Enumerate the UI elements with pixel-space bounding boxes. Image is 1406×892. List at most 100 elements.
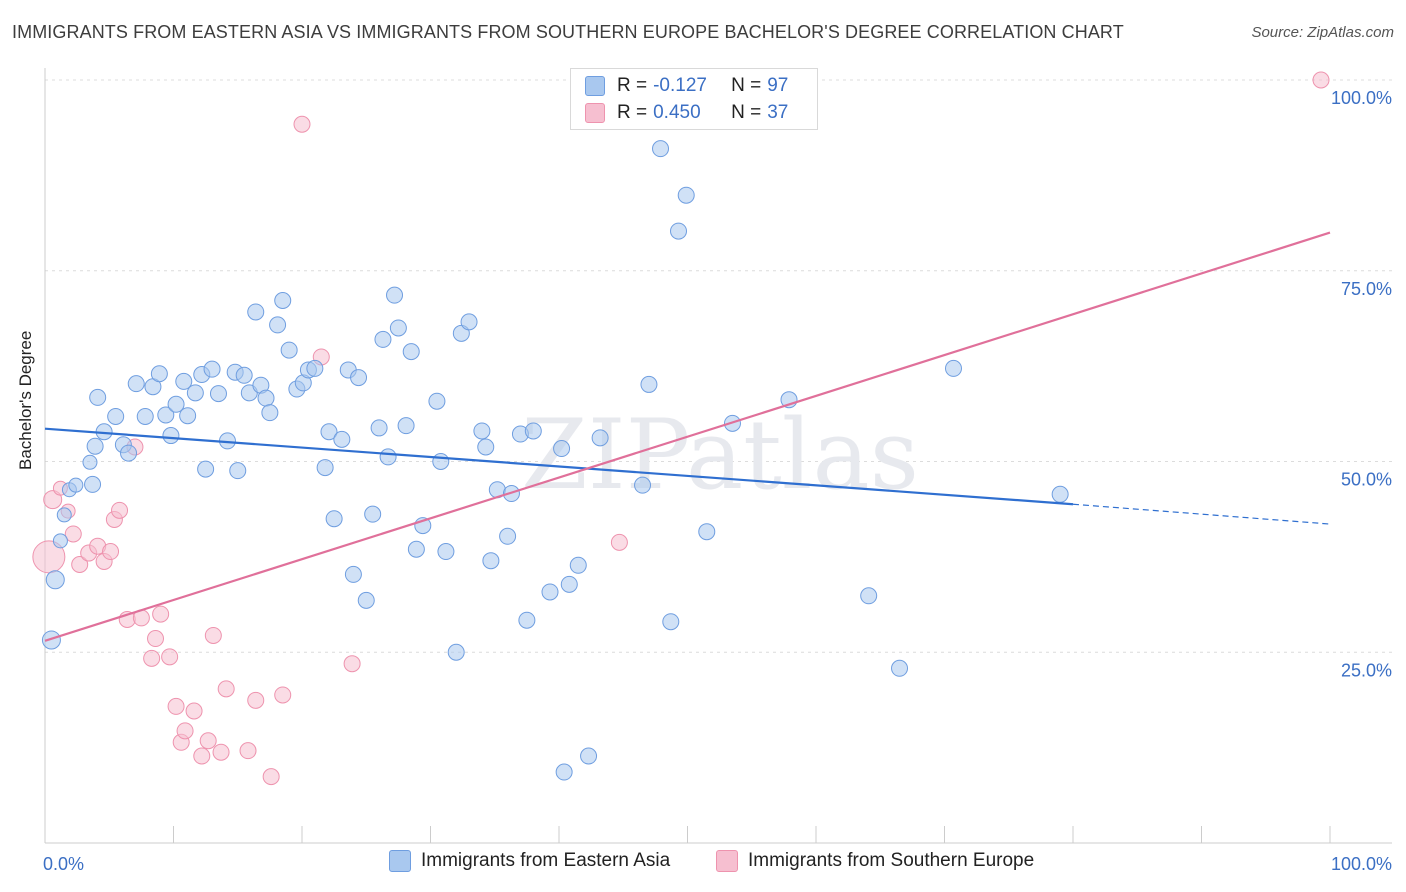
legend-row-blue: R = -0.127 N = 97	[585, 73, 788, 99]
blue-data-point	[460, 313, 478, 331]
blue-data-point	[52, 533, 68, 549]
blue-data-point	[274, 292, 292, 310]
blue-data-point	[344, 565, 362, 583]
blue-data-point	[428, 392, 446, 410]
legend-label: Immigrants from Eastern Asia	[421, 850, 671, 871]
pink-data-point	[247, 691, 265, 709]
blue-data-point	[84, 475, 102, 493]
blue-data-point	[56, 507, 72, 523]
blue-data-point	[860, 587, 878, 605]
blue-data-point	[157, 406, 175, 424]
blue-data-point	[127, 375, 145, 393]
pink-data-point	[111, 501, 129, 519]
blue-data-point	[86, 437, 104, 455]
legend-item-southern-europe[interactable]: Immigrants from Southern Europe	[716, 850, 1034, 872]
blue-data-point	[652, 140, 670, 158]
blue-data-point	[269, 316, 287, 334]
blue-data-point	[41, 630, 61, 650]
blue-data-point	[432, 453, 450, 470]
pink-data-point	[199, 732, 217, 750]
pink-data-point	[217, 680, 235, 698]
blue-data-point	[162, 427, 180, 445]
correlation-legend: R = -0.127 N = 97 R = 0.450 N = 37	[570, 68, 818, 130]
r-label: R =	[617, 75, 648, 96]
legend-label: Immigrants from Southern Europe	[748, 850, 1035, 871]
blue-data-point	[402, 343, 420, 361]
blue-data-point	[670, 222, 688, 240]
blue-data-point	[306, 359, 324, 377]
blue-data-point	[175, 372, 193, 390]
blue-data-point	[386, 286, 404, 304]
source-credit: Source: ZipAtlas.com	[1251, 24, 1394, 41]
chart-title: IMMIGRANTS FROM EASTERN ASIA VS IMMIGRAN…	[12, 22, 1124, 42]
r-value: 0.450	[653, 102, 701, 123]
blue-data-point	[389, 319, 407, 337]
blue-data-point	[580, 747, 598, 765]
blue-swatch	[585, 76, 605, 96]
blue-data-point	[82, 454, 98, 470]
blue-data-point	[437, 543, 455, 561]
blue-data-point	[891, 659, 909, 677]
blue-data-point	[553, 440, 571, 458]
x-tick-label: 100.0%	[1331, 854, 1392, 874]
blue-data-point	[447, 643, 465, 661]
blue-data-point	[257, 389, 275, 407]
blue-data-point	[325, 510, 343, 528]
pink-data-point	[143, 649, 161, 667]
pink-data-point	[343, 655, 361, 673]
blue-data-point	[524, 422, 542, 440]
blue-data-point	[333, 430, 351, 448]
y-axis-label: Bachelor's Degree	[16, 330, 35, 470]
blue-swatch	[389, 850, 411, 872]
blue-data-point	[167, 395, 185, 413]
pink-data-point	[212, 743, 230, 761]
blue-data-point	[316, 459, 334, 477]
blue-data-point	[89, 388, 107, 406]
blue-data-point	[357, 591, 375, 609]
blue-data-point	[677, 186, 695, 204]
pink-data-point	[293, 115, 311, 133]
n-label: N =	[731, 102, 762, 123]
blue-data-point	[136, 407, 154, 425]
trend-lines	[44, 231, 1331, 642]
pink-data-point	[239, 742, 257, 760]
r-label: R =	[617, 102, 648, 123]
pink-data-point	[176, 722, 194, 740]
pink-data-point	[274, 686, 292, 704]
legend-item-eastern-asia[interactable]: Immigrants from Eastern Asia	[389, 850, 670, 872]
y-tick-label: 75.0%	[1341, 279, 1392, 299]
pink-trend-line	[44, 231, 1331, 642]
blue-data-point	[944, 359, 962, 377]
blue-data-point	[1051, 485, 1069, 503]
blue-data-point	[197, 460, 215, 478]
blue-data-point	[320, 423, 338, 441]
pink-data-point	[102, 543, 120, 561]
axes	[44, 68, 1392, 844]
blue-data-point	[477, 438, 495, 456]
blue-data-point	[518, 611, 536, 629]
blue-data-point	[374, 330, 392, 348]
blue-data-point	[569, 556, 587, 574]
pink-data-point	[1312, 71, 1330, 89]
pink-series-points	[32, 71, 1330, 786]
blue-data-point	[107, 407, 125, 425]
y-tick-label: 50.0%	[1341, 470, 1392, 490]
series-legend: Immigrants from Eastern Asia Immigrants …	[0, 850, 1406, 878]
pink-data-point	[262, 768, 280, 786]
blue-data-point	[229, 462, 247, 480]
blue-trend-line	[44, 427, 1074, 506]
blue-trend-extension	[1072, 503, 1331, 525]
blue-data-point	[209, 385, 227, 403]
blue-data-point	[150, 365, 168, 383]
blue-data-point	[482, 552, 500, 570]
blue-data-point	[120, 444, 138, 462]
blue-data-point	[235, 366, 253, 384]
pink-data-point	[193, 747, 211, 765]
n-label: N =	[731, 75, 762, 96]
blue-data-point	[591, 429, 609, 447]
r-value: -0.127	[653, 75, 707, 96]
x-tick-label: 0.0%	[43, 854, 84, 874]
blue-data-point	[186, 384, 204, 402]
blue-data-point	[473, 422, 491, 440]
